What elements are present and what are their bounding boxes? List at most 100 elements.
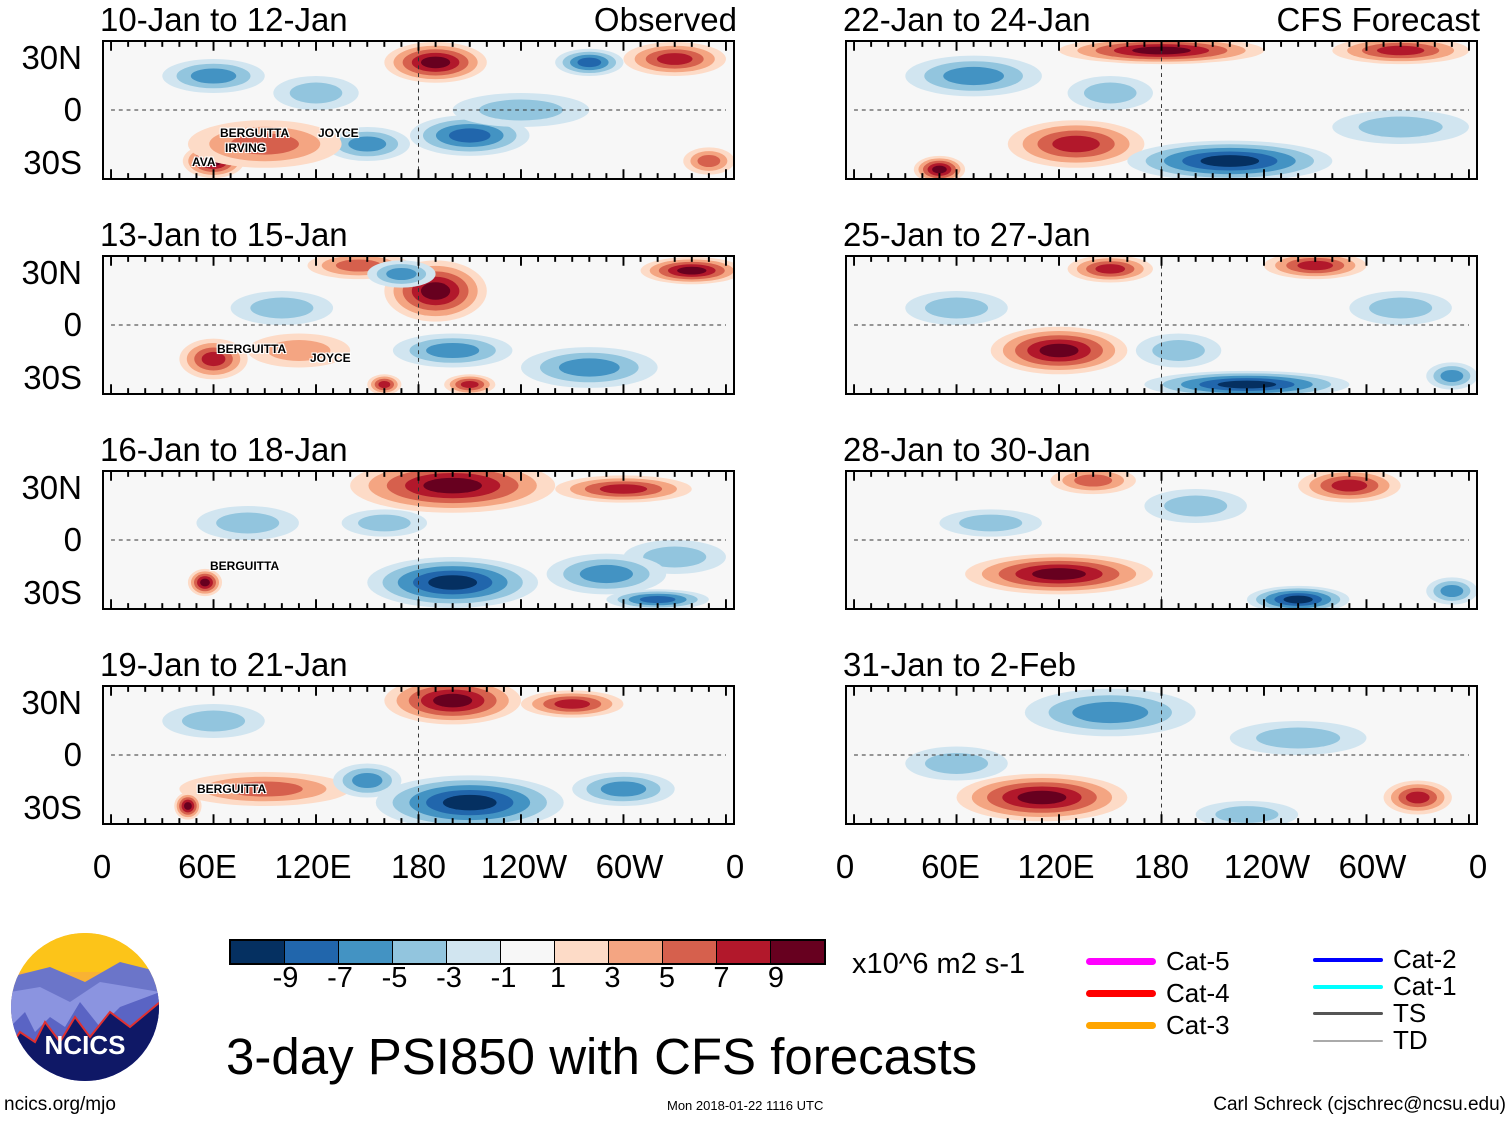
colorbar-swatch bbox=[501, 941, 555, 963]
colorbar-tick-label: -5 bbox=[381, 962, 408, 994]
colorbar-swatch bbox=[717, 941, 771, 963]
anomaly-contour bbox=[289, 82, 343, 104]
panel-title: 31-Jan to 2-Feb bbox=[843, 646, 1076, 683]
storm-label: BERGUITTA bbox=[210, 559, 280, 573]
panel-title: 13-Jan to 15-Jan bbox=[100, 216, 348, 253]
map-panel: 16-Jan to 18-Jan 30N 0 30S BERGUITTA bbox=[21, 432, 735, 610]
legend-line bbox=[1086, 990, 1156, 997]
latitude-label: 30S bbox=[23, 143, 82, 181]
legend-item: Cat-5 bbox=[1086, 946, 1230, 977]
colorbar-tick-label: 9 bbox=[767, 962, 785, 994]
anomaly-contour bbox=[1017, 790, 1067, 805]
longitude-label: 120E bbox=[274, 848, 352, 885]
psi850-anomaly-map bbox=[102, 40, 735, 180]
psi850-anomaly-map bbox=[102, 470, 735, 610]
longitude-label: 120W bbox=[480, 848, 568, 885]
anomaly-contour bbox=[250, 297, 314, 319]
anomaly-contour bbox=[932, 165, 947, 174]
legend-label: Cat-2 bbox=[1393, 944, 1457, 974]
storm-label: BERGUITTA bbox=[217, 342, 287, 356]
storm-label: JOYCE bbox=[318, 126, 359, 140]
map-panel: 28-Jan to 30-Jan bbox=[843, 432, 1478, 610]
map-panel: 19-Jan to 21-Jan 30N 0 30S BERGUITTA bbox=[21, 647, 735, 825]
anomaly-contour bbox=[1256, 727, 1341, 749]
anomaly-contour bbox=[335, 259, 382, 272]
legend-label: Cat-5 bbox=[1166, 946, 1230, 976]
anomaly-contour bbox=[600, 781, 647, 797]
anomaly-contour bbox=[478, 99, 564, 121]
latitude-label: 0 bbox=[63, 306, 82, 343]
anomaly-contour bbox=[378, 380, 391, 389]
anomaly-contour bbox=[386, 267, 417, 281]
longitude-label: 0 bbox=[725, 848, 745, 885]
anomaly-contour bbox=[226, 781, 303, 797]
colorbar-tick-label: -9 bbox=[272, 962, 299, 994]
anomaly-contour bbox=[423, 477, 482, 494]
panel-title: 19-Jan to 21-Jan bbox=[100, 646, 348, 683]
colorbar-swatch bbox=[231, 941, 285, 963]
map-panel: 25-Jan to 27-Jan bbox=[843, 217, 1478, 395]
anomaly-contour bbox=[1074, 474, 1113, 487]
legend-item: Cat-2 bbox=[1313, 944, 1457, 975]
longitude-label: 60E bbox=[178, 848, 237, 885]
anomaly-contour bbox=[639, 595, 676, 604]
panel-label: Observed bbox=[593, 1, 737, 38]
anomaly-contour bbox=[230, 133, 299, 155]
svg-text:NCICS: NCICS bbox=[45, 1030, 126, 1060]
map-panel: 10-Jan to 12-Jan Observed 30N 0 30S BERGUITTA… bbox=[21, 2, 737, 180]
psi850-anomaly-map bbox=[845, 685, 1478, 825]
anomaly-contour bbox=[1217, 380, 1277, 389]
anomaly-contour bbox=[1440, 584, 1464, 598]
anomaly-contour bbox=[216, 512, 280, 534]
anomaly-contour bbox=[1405, 791, 1430, 804]
legend-line bbox=[1313, 1012, 1383, 1015]
legend-line bbox=[1313, 984, 1383, 989]
latitude-label: 0 bbox=[63, 736, 82, 773]
anomaly-contour bbox=[656, 53, 693, 65]
legend-label: TD bbox=[1393, 1025, 1428, 1055]
figure-title: 3-day PSI850 with CFS forecasts bbox=[226, 1028, 978, 1085]
anomaly-contour bbox=[201, 351, 226, 367]
map-panel: 31-Jan to 2-Feb bbox=[843, 647, 1478, 825]
anomaly-contour bbox=[1164, 495, 1228, 517]
latitude-label: 30S bbox=[23, 573, 82, 611]
panel-title: 22-Jan to 24-Jan bbox=[843, 1, 1091, 38]
colorbar-tick-label: 3 bbox=[604, 962, 621, 994]
latitude-label: 0 bbox=[63, 521, 82, 558]
legend-line bbox=[1086, 958, 1156, 965]
anomaly-contour bbox=[200, 578, 210, 587]
panel-title: 28-Jan to 30-Jan bbox=[843, 431, 1091, 468]
anomaly-contour bbox=[420, 282, 451, 300]
longitude-label: 0 bbox=[92, 848, 112, 885]
anomaly-contour bbox=[1200, 155, 1260, 167]
colorbar-tick-label: -1 bbox=[490, 962, 517, 994]
anomaly-contour bbox=[1215, 806, 1279, 823]
anomaly-contour bbox=[1072, 701, 1149, 724]
colorbar-swatch bbox=[285, 941, 339, 963]
longitude-label: 120W bbox=[1223, 848, 1311, 885]
storm-label: AVA bbox=[192, 155, 216, 169]
anomaly-contour bbox=[577, 57, 602, 68]
colorbar-swatch bbox=[393, 941, 447, 963]
psi850-anomaly-map bbox=[845, 40, 1478, 180]
ncics-logo: NCICS bbox=[11, 933, 159, 1081]
legend-label: Cat-4 bbox=[1166, 978, 1230, 1008]
storm-label: IRVING bbox=[225, 141, 267, 155]
legend-item: TS bbox=[1313, 998, 1426, 1029]
anomaly-contour bbox=[943, 66, 1004, 86]
colorbar-tick-label: 1 bbox=[549, 962, 567, 994]
anomaly-contour bbox=[181, 710, 246, 732]
anomaly-contour bbox=[442, 794, 497, 811]
colorbar-tick-label: -3 bbox=[436, 962, 462, 994]
anomaly-contour bbox=[352, 772, 383, 789]
anomaly-contour bbox=[358, 514, 411, 532]
anomaly-contour bbox=[558, 358, 620, 377]
psi850-anomaly-map bbox=[102, 255, 735, 395]
footer-website: ncics.org/mjo bbox=[4, 1094, 116, 1115]
latitude-label: 30S bbox=[23, 788, 82, 826]
anomaly-contour bbox=[599, 484, 648, 494]
latitude-label: 30N bbox=[21, 253, 82, 291]
psi850-anomaly-map bbox=[102, 685, 735, 825]
longitude-label: 0 bbox=[835, 848, 855, 885]
colorbar-swatch bbox=[447, 941, 501, 963]
